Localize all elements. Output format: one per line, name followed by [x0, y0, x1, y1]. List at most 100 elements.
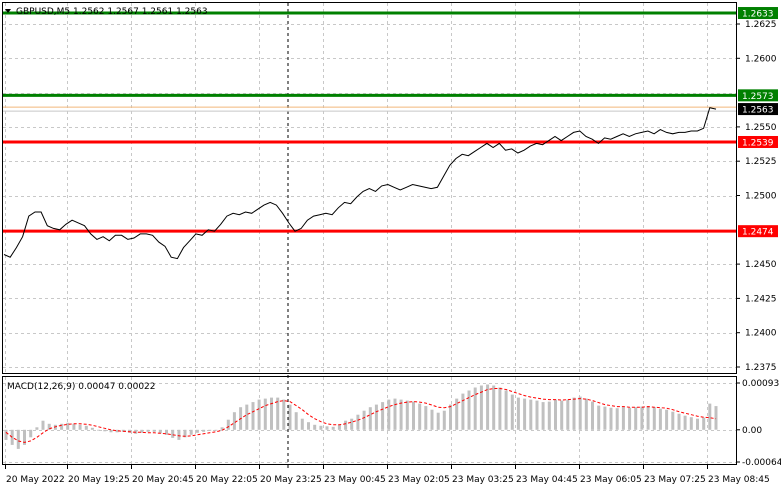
macd-bar — [381, 402, 385, 430]
macd-bar — [393, 398, 397, 430]
macd-bar — [461, 393, 465, 430]
macd-bar — [189, 429, 193, 435]
macd-bar — [208, 429, 212, 431]
macd-bar — [473, 387, 477, 430]
macd-bar — [479, 385, 483, 430]
macd-bar — [578, 396, 582, 430]
macd-bar — [257, 399, 261, 430]
macd-bar — [430, 409, 434, 430]
macd-bar — [152, 429, 156, 432]
macd-bar — [455, 398, 459, 430]
macd-bar — [263, 398, 267, 430]
macd-bar — [16, 429, 20, 449]
level-tag-label: 1.2573 — [742, 92, 774, 102]
dropdown-triangle-icon[interactable] — [5, 9, 11, 13]
macd-bar — [171, 429, 175, 438]
vertical-grid — [5, 3, 708, 464]
macd-bar — [702, 417, 706, 430]
macd-bar — [572, 397, 576, 430]
macd-bar — [109, 429, 113, 433]
macd-bar — [689, 417, 693, 430]
time-tick-label: 20 May 23:25 — [260, 475, 322, 485]
macd-bar — [294, 412, 298, 430]
macd-bar — [387, 399, 391, 430]
macd-bar — [140, 429, 144, 433]
time-tick-label: 23 May 03:25 — [452, 475, 514, 485]
level-tag-label: 1.2474 — [742, 228, 774, 238]
macd-bar — [418, 403, 422, 430]
macd-bar — [523, 398, 527, 430]
macd-bar — [646, 406, 650, 430]
macd-bar — [640, 406, 644, 430]
level-tag — [738, 89, 778, 102]
macd-bar — [78, 424, 82, 430]
macd-bar — [467, 390, 471, 430]
time-tick-label: 23 May 02:05 — [388, 475, 450, 485]
macd-bar — [449, 404, 452, 430]
macd-bar — [103, 429, 107, 432]
macd-bar — [658, 408, 662, 430]
macd-bar — [356, 414, 360, 430]
macd-bar — [529, 399, 533, 430]
macd-bar — [165, 429, 168, 435]
macd-bar — [232, 412, 236, 430]
macd-bar — [202, 429, 206, 432]
time-tick-label: 23 May 07:25 — [644, 475, 706, 485]
macd-bar — [4, 429, 8, 440]
macd-bar — [146, 429, 150, 432]
price-tick-label: 1.2625 — [745, 20, 777, 30]
price-tick-label: 1.2400 — [745, 329, 777, 339]
macd-bar — [319, 425, 323, 430]
macd-bar — [652, 407, 656, 430]
macd-bar — [591, 401, 594, 430]
macd-bar — [245, 404, 249, 430]
macd-bar — [634, 407, 638, 430]
time-tick-label: 23 May 04:45 — [516, 475, 578, 485]
macd-bar — [84, 425, 88, 430]
time-tick-label: 23 May 06:05 — [580, 475, 642, 485]
macd-bar — [47, 423, 51, 430]
macd-tick-label: 0.00 — [742, 426, 762, 436]
level-lines — [3, 11, 736, 233]
macd-bar — [486, 384, 490, 430]
macd-bar — [90, 427, 94, 430]
macd-bar — [665, 409, 669, 430]
macd-bar — [337, 424, 341, 430]
macd-bar — [498, 387, 502, 430]
macd-bar — [436, 412, 440, 430]
macd-bar — [214, 429, 218, 431]
macd-bar — [603, 406, 607, 430]
macd-bar — [35, 427, 39, 430]
macd-bar — [288, 404, 292, 430]
macd-bar — [307, 422, 310, 430]
macd-bar — [115, 429, 119, 433]
macd-bar — [23, 429, 26, 445]
time-tick-label: 20 May 22:05 — [196, 475, 258, 485]
macd-bar — [226, 419, 230, 430]
macd-bar — [158, 429, 162, 434]
macd-bar — [535, 400, 539, 430]
macd-bar — [621, 407, 625, 430]
price-tick-label: 1.2375 — [745, 363, 777, 373]
macd-bar — [270, 397, 273, 430]
macd-bar — [97, 429, 101, 431]
macd-bar — [300, 418, 304, 430]
macd-bar — [195, 429, 199, 433]
macd-bar — [41, 420, 45, 430]
symbol-info: GBPUSD,M5 1.2562 1.2567 1.2561 1.2563 — [16, 7, 208, 17]
macd-bar — [566, 399, 570, 430]
current-price-label: 1.2563 — [742, 106, 774, 116]
macd-bar — [510, 394, 514, 430]
macd-bar — [609, 407, 613, 430]
macd-bar — [177, 429, 181, 440]
macd-bar — [615, 408, 619, 430]
price-tick-label: 1.2525 — [745, 157, 777, 167]
macd-tick-label: 0.00093 — [742, 379, 779, 389]
macd-bar — [560, 400, 564, 430]
macd-bar — [541, 402, 545, 430]
macd-label: MACD(12,26,9) 0.00047 0.00022 — [7, 382, 156, 392]
time-axis: 20 May 2022 20 May 19:25 20 May 20:45 20 Ma… — [5, 465, 770, 485]
macd-bar — [276, 397, 280, 430]
macd-bar — [554, 399, 557, 430]
